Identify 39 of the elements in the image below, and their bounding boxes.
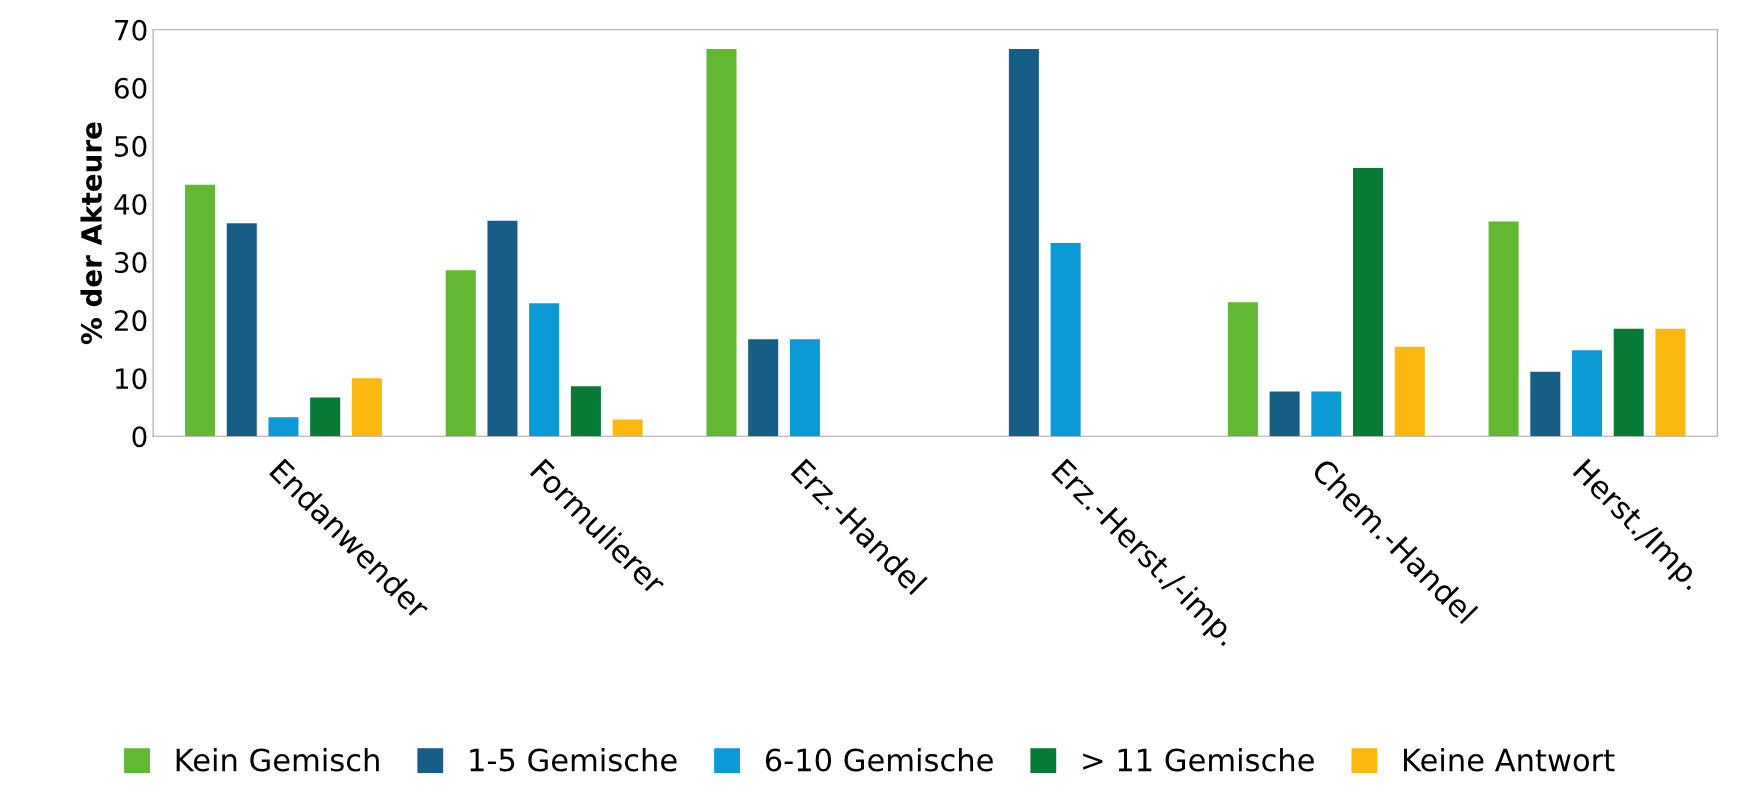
bar <box>1530 371 1561 437</box>
bar <box>445 270 476 437</box>
y-tick-label: 30 <box>115 252 147 274</box>
bar <box>1311 391 1342 437</box>
bar <box>1613 328 1644 437</box>
y-axis-title: % der Akteure <box>80 122 102 345</box>
bar <box>1269 391 1300 437</box>
bar <box>1488 221 1519 437</box>
bar <box>487 220 518 437</box>
bar <box>1227 302 1258 437</box>
legend-label: Keine Antwort <box>1404 747 1615 772</box>
bar <box>706 48 737 437</box>
bar <box>1353 168 1384 437</box>
legend-label: 6-10 Gemische <box>765 747 993 772</box>
bar <box>1572 350 1603 437</box>
bar <box>570 386 601 437</box>
bar <box>529 303 560 437</box>
bar <box>351 378 382 437</box>
y-tick-label: 10 <box>115 368 147 390</box>
y-tick-label: 70 <box>115 19 147 41</box>
bar <box>185 184 216 437</box>
bar <box>612 419 643 437</box>
legend-label: > 11 Gemische <box>1083 747 1314 772</box>
bar <box>310 397 341 437</box>
bar <box>226 223 257 437</box>
y-tick-label: 40 <box>114 193 147 215</box>
y-tick-label: 50 <box>115 135 147 157</box>
legend-label: Kein Gemisch <box>176 747 379 772</box>
y-tick-label: 0 <box>132 426 147 448</box>
bar <box>268 417 299 437</box>
bar <box>1655 328 1686 437</box>
legend-label: 1-5 Gemische <box>470 747 677 772</box>
y-tick-label: 20 <box>114 310 147 332</box>
bar <box>1394 346 1425 437</box>
y-tick-label: 60 <box>114 77 147 99</box>
bar <box>1008 48 1039 437</box>
bar <box>789 339 820 437</box>
bar <box>748 339 779 437</box>
bar <box>1050 242 1081 437</box>
